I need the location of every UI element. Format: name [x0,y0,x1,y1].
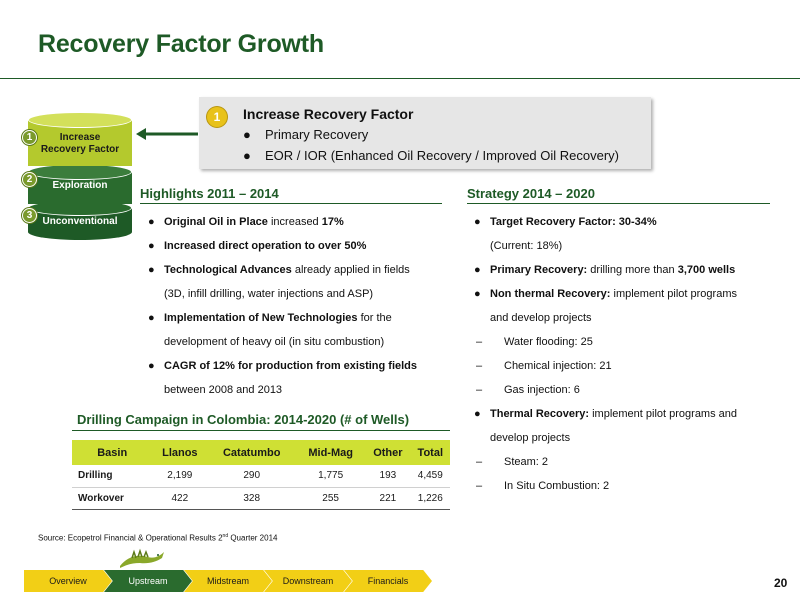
cylinder-label-line2: Recovery Factor [40,144,120,155]
sub-list-item: – In Situ Combustion: 2 [474,474,774,498]
list-item-continued: develop projects [490,432,571,444]
dash-icon: – [476,336,483,348]
table-header-row: Basin Llanos Catatumbo Mid-Mag Other Tot… [72,440,450,465]
callout-title: Increase Recovery Factor [243,106,414,122]
row-label: Drilling [72,465,153,488]
column-header: Llanos [152,440,208,465]
row-label: Workover [72,487,153,510]
table-cell: 1,226 [410,487,450,510]
list-item-continued: and develop projects [490,312,592,324]
bullet-icon: ● [148,360,155,372]
badge-2: 2 [22,172,37,187]
highlights-heading: Highlights 2011 – 2014 [140,186,279,201]
callout-badge: 1 [207,107,227,127]
table-cell: 422 [152,487,208,510]
table-row: Drilling 2,199 290 1,775 193 4,459 [72,465,450,488]
list-item: ● Primary Recovery: drilling more than 3,… [474,258,774,282]
nav-downstream[interactable]: Downstream [264,570,352,592]
sub-list-item: – Water flooding: 25 [474,330,774,354]
sub-list-item: – Chemical injection: 21 [474,354,774,378]
page-title: Recovery Factor Growth [38,30,324,58]
bullet-icon: ● [474,216,481,228]
cylinder-unconventional[interactable]: Unconventional [28,200,132,242]
list-item: ● Non thermal Recovery: implement pilot p… [474,282,774,306]
bullet-icon: ● [474,408,481,420]
list-item: ● Technological Advances already applied … [148,258,448,282]
sub-list-item: – Gas injection: 6 [474,378,774,402]
callout-item: ● EOR / IOR (Enhanced Oil Recovery / Impr… [243,148,620,163]
cylinder-increase-recovery-factor[interactable]: Increase Recovery Factor [28,112,132,168]
list-item: ● Thermal Recovery: implement pilot progr… [474,402,774,426]
drilling-divider [72,430,450,431]
column-header: Basin [72,440,153,465]
list-item: ● Target Recovery Factor: 30-34% [474,210,774,234]
callout-item: ● Primary Recovery [243,127,369,142]
table-cell: 255 [296,487,366,510]
table-cell: 4,459 [410,465,450,488]
sub-list-item: – Steam: 2 [474,450,774,474]
cylinder-label-line1: Increase [59,132,101,143]
list-item: ● CAGR of 12% for production from existin… [148,354,448,378]
bullet-icon: ● [148,240,155,252]
dash-icon: – [476,456,483,468]
nav-overview[interactable]: Overview [24,570,112,592]
table-cell: 2,199 [152,465,208,488]
column-header: Total [410,440,450,465]
nav-midstream[interactable]: Midstream [184,570,272,592]
dash-icon: – [476,360,483,372]
dash-icon: – [476,480,483,492]
table-cell: 193 [365,465,411,488]
table-cell: 328 [207,487,297,510]
callout-box: 1 Increase Recovery Factor ● Primary Reco… [199,97,651,169]
list-item: ● Increased direct operation to over 50% [148,234,448,258]
list-item-continued: (3D, infill drilling, water injections a… [164,288,374,300]
dash-icon: – [476,384,483,396]
strategy-heading: Strategy 2014 – 2020 [467,186,595,201]
bullet-icon: ● [148,264,155,276]
bullet-icon: ● [474,264,481,276]
source-note: Source: Ecopetrol Financial & Operationa… [38,533,278,543]
list-item: ● Implementation of New Technologies for … [148,306,448,330]
title-divider [0,78,800,79]
table-cell: 1,775 [296,465,366,488]
list-item-continued: development of heavy oil (in situ combus… [164,336,385,348]
bullet-icon: ● [243,127,251,142]
table-cell: 290 [207,465,297,488]
bullet-icon: ● [148,216,155,228]
bullet-icon: ● [148,312,155,324]
strategy-divider [467,203,770,204]
strategy-list: ● Target Recovery Factor: 30-34% (Current… [474,210,774,498]
drilling-heading: Drilling Campaign in Colombia: 2014-2020… [77,412,410,427]
highlights-divider [140,203,442,204]
table-row: Workover 422 328 255 221 1,226 [72,487,450,510]
badge-3: 3 [22,208,37,223]
badge-1: 1 [22,130,37,145]
page-number: 20 [774,576,788,590]
cylinder-label: Unconventional [42,216,118,227]
nav-upstream[interactable]: Upstream [104,570,192,592]
list-item-continued: (Current: 18%) [490,240,563,252]
list-item: ● Original Oil in Place increased 17% [148,210,448,234]
list-item-continued: between 2008 and 2013 [164,384,283,396]
arrow-left-icon [136,128,198,140]
bullet-icon: ● [243,148,251,163]
cylinder-exploration[interactable]: Exploration [28,164,132,206]
table-cell: 221 [365,487,411,510]
column-header: Catatumbo [207,440,297,465]
nav-financials[interactable]: Financials [344,570,432,592]
highlights-list: ● Original Oil in Place increased 17% ● In… [148,210,448,402]
column-header: Mid-Mag [296,440,366,465]
drilling-table: Basin Llanos Catatumbo Mid-Mag Other Tot… [72,440,450,510]
column-header: Other [365,440,411,465]
bullet-icon: ● [474,288,481,300]
cylinder-label: Exploration [52,180,108,191]
iguana-logo-icon [120,548,164,568]
